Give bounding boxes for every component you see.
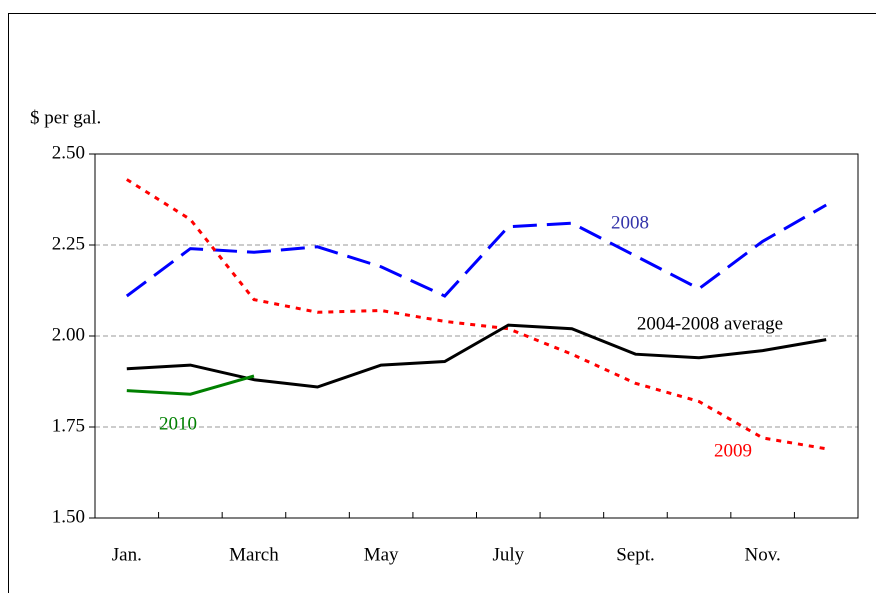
- x-tick-label: May: [364, 544, 399, 565]
- y-tick-label: 1.50: [52, 506, 85, 527]
- y-tick-label: 2.25: [52, 233, 85, 254]
- x-tick-label: Jan.: [112, 544, 142, 565]
- series-line: [126, 374, 255, 396]
- x-tick-label: Sept.: [616, 544, 655, 565]
- series-line: [125, 203, 827, 298]
- y-tick-label: 2.50: [52, 142, 85, 163]
- series-label: 2004-2008 average: [637, 313, 783, 334]
- chart-frame: [8, 13, 876, 593]
- series-line: [126, 178, 827, 451]
- y-axis-label: $ per gal.: [30, 107, 101, 128]
- series-label: 2008: [611, 212, 649, 233]
- y-tick-label: 2.00: [52, 324, 85, 345]
- series-label: 2009: [714, 440, 752, 461]
- x-tick-label: July: [492, 544, 524, 565]
- x-tick-label: Nov.: [745, 544, 781, 565]
- series-line: [126, 323, 827, 389]
- series-label: 2010: [159, 413, 197, 434]
- x-tick-label: March: [229, 544, 279, 565]
- y-tick-label: 1.75: [52, 415, 85, 436]
